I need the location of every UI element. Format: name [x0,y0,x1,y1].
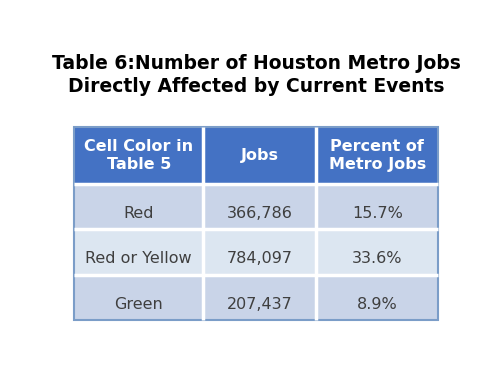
Text: 8.9%: 8.9% [357,297,398,312]
Bar [204,275,316,321]
Bar [316,184,438,229]
Bar [316,275,438,321]
Text: Table 6:Number of Houston Metro Jobs
Directly Affected by Current Events: Table 6:Number of Houston Metro Jobs Dir… [52,54,461,96]
Text: 784,097: 784,097 [227,251,293,266]
Bar [74,184,204,229]
Bar [204,229,316,275]
Text: 15.7%: 15.7% [352,206,403,221]
Bar [74,127,204,184]
Text: Jobs: Jobs [241,148,279,163]
Bar [74,229,204,275]
Text: 33.6%: 33.6% [352,251,403,266]
Text: Red: Red [124,206,154,221]
Text: Cell Color in
Table 5: Cell Color in Table 5 [84,139,194,172]
Bar [316,127,438,184]
Text: Green: Green [114,297,163,312]
Bar [204,184,316,229]
Bar [74,127,438,321]
Bar [74,275,204,321]
Bar [316,229,438,275]
Text: Red or Yellow: Red or Yellow [86,251,192,266]
Text: Percent of
Metro Jobs: Percent of Metro Jobs [328,139,426,172]
Text: 366,786: 366,786 [227,206,293,221]
Bar [204,127,316,184]
Text: 207,437: 207,437 [227,297,293,312]
